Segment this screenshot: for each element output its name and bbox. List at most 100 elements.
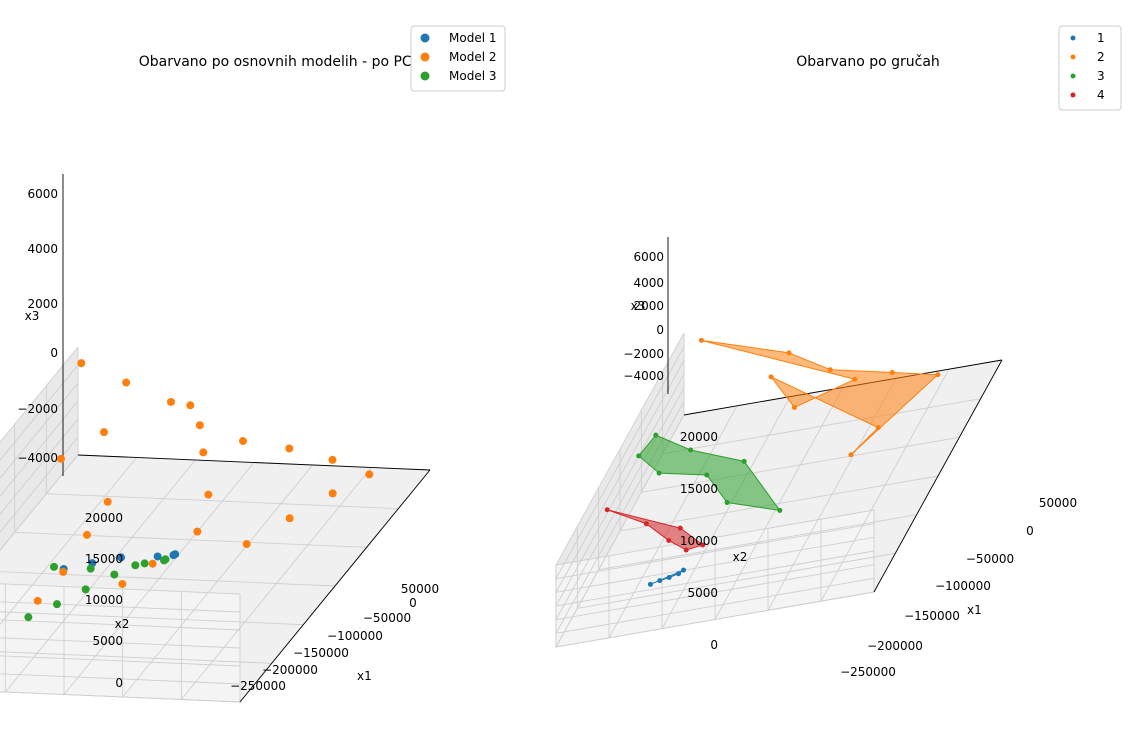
legend-frame (410, 25, 506, 92)
x-tick-label: −50000 (966, 552, 1014, 566)
y-tick-label: 10000 (680, 534, 718, 548)
legend-marker (1070, 73, 1076, 79)
legend-marker (420, 71, 430, 81)
series-model-2 (33, 359, 374, 605)
data-point (103, 497, 112, 506)
z-tick-label: 6000 (633, 250, 664, 264)
legend-label: 2 (1097, 50, 1105, 64)
data-point (647, 581, 653, 587)
data-point (118, 579, 127, 588)
gridline-x (0, 691, 241, 703)
y-tick-label: 0 (710, 638, 718, 652)
data-point (117, 553, 125, 562)
data-point (683, 547, 689, 553)
data-point (242, 540, 251, 549)
data-point (786, 350, 792, 356)
legend-marker (420, 52, 430, 62)
z-tick-label: 0 (656, 323, 664, 337)
x-tick-label: 50000 (1039, 496, 1077, 510)
series-4 (604, 507, 706, 553)
data-point (122, 378, 131, 387)
x-tick-label: −250000 (840, 665, 896, 679)
z-tick-label: 4000 (633, 276, 664, 290)
data-point (33, 596, 42, 605)
z-tick-label: −4000 (17, 451, 58, 465)
z-tick-label: −4000 (623, 369, 664, 383)
x-axis-label: x1 (357, 669, 372, 683)
gridline-z (0, 364, 241, 613)
x-tick-label: 50000 (401, 582, 439, 596)
chart-title: Obarvano po osnovnih modelih - po PCA (139, 54, 422, 70)
y-tick-label: 15000 (680, 482, 718, 496)
x-tick-label: −200000 (867, 639, 923, 653)
data-point (827, 367, 833, 373)
data-point (153, 552, 162, 561)
data-point (604, 507, 610, 513)
x-axis-label: x1 (967, 603, 982, 617)
data-point (186, 401, 195, 410)
x-tick-label: −150000 (904, 609, 960, 623)
data-point (204, 490, 213, 499)
x-axis-line (239, 469, 431, 703)
data-point (698, 337, 704, 343)
legend: Model 1 Model 2 Model 3 (410, 25, 506, 92)
data-point (81, 585, 90, 594)
data-point (681, 567, 687, 573)
data-point (53, 600, 61, 609)
legend-marker (1070, 92, 1076, 98)
panel-1: 500000−50000−100000−150000−200000−250000… (0, 25, 506, 704)
data-point (666, 575, 672, 580)
series-1 (647, 567, 687, 587)
data-point (169, 551, 178, 560)
gridline-z (0, 382, 241, 631)
gridline-x (0, 651, 272, 664)
z-tick-label: 6000 (27, 187, 58, 201)
chart-title: Obarvano po gručah (796, 54, 940, 70)
x-tick-label: −250000 (230, 679, 286, 693)
legend-frame (1058, 25, 1122, 111)
data-point (328, 489, 337, 498)
x-tick-label: −50000 (363, 611, 411, 625)
data-point (199, 448, 208, 457)
panel-2: 500000−50000−100000−150000−200000−250000… (555, 25, 1122, 679)
gridline-z (0, 418, 241, 667)
gridline-x (0, 611, 304, 626)
y-axis-label: x2 (733, 550, 748, 564)
y-tick-label: 20000 (680, 430, 718, 444)
data-point (768, 374, 774, 380)
data-point (86, 564, 95, 573)
y-tick-label: 5000 (92, 634, 123, 648)
data-point (193, 527, 202, 536)
gridline-x (77, 347, 431, 471)
x-axis-line (873, 359, 1003, 593)
legend: 1 2 3 4 (1058, 25, 1122, 111)
data-point (148, 559, 157, 568)
data-point (657, 578, 663, 584)
legend-marker (1070, 54, 1076, 60)
data-point (167, 397, 175, 406)
data-point (875, 425, 881, 431)
y-axis-line (77, 454, 431, 471)
data-point (777, 507, 783, 513)
data-point (677, 525, 683, 531)
z-tick-label: 2000 (27, 297, 58, 311)
data-point (77, 359, 86, 368)
data-point (741, 458, 747, 464)
x-tick-label: 0 (409, 596, 417, 610)
data-point (59, 567, 68, 576)
data-point (50, 562, 58, 571)
data-point (791, 404, 797, 410)
data-point (724, 500, 730, 506)
z-axis-label: x3 (631, 299, 646, 313)
y-tick-label: 10000 (85, 593, 123, 607)
legend-label: 3 (1097, 69, 1105, 83)
legend-marker (420, 33, 430, 43)
gridline-z (0, 346, 241, 595)
data-point (328, 455, 337, 464)
x-tick-label: −200000 (262, 663, 318, 677)
data-point (848, 452, 854, 458)
x-tick-label: −150000 (293, 646, 349, 660)
series-model-3 (24, 555, 170, 622)
series-2 (698, 337, 941, 458)
legend-marker (1070, 35, 1076, 41)
